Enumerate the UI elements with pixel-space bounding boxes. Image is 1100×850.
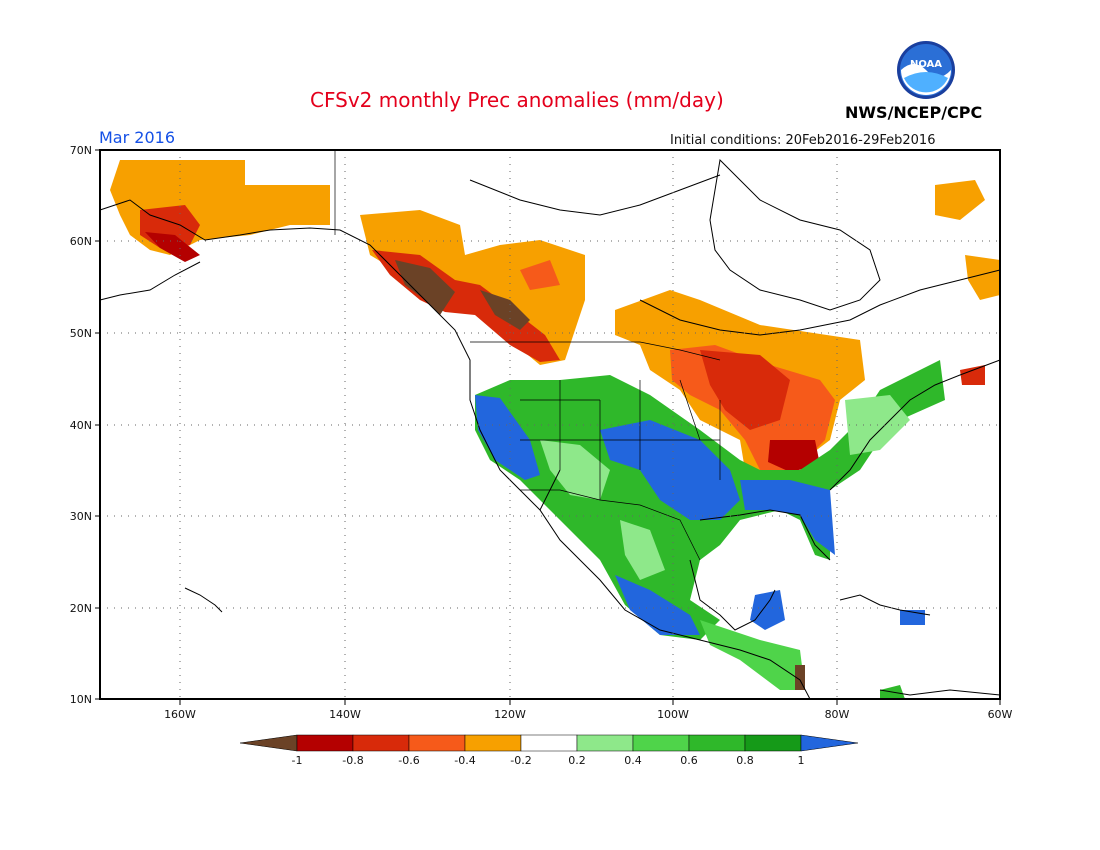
lat-label: 40N	[70, 419, 92, 432]
lon-label: 100W	[657, 708, 689, 721]
colorbar-box	[520, 734, 578, 752]
colorbar-box	[464, 734, 522, 752]
lon-label: 160W	[164, 708, 196, 721]
svg-text:NOAA: NOAA	[910, 59, 942, 70]
colorbar-arrow-low	[239, 734, 298, 752]
colorbar-label: 0.8	[736, 754, 754, 767]
noaa-logo-icon: NOAA	[897, 41, 955, 99]
lat-label: 60N	[70, 235, 92, 248]
colorbar-label: 0.2	[568, 754, 586, 767]
colorbar-box	[744, 734, 802, 752]
lat-label: 70N	[70, 144, 92, 157]
map-gridlines	[100, 150, 1000, 699]
colorbar-label: -0.6	[398, 754, 419, 767]
colorbar-label: -0.2	[510, 754, 531, 767]
axis-ticks	[95, 149, 1001, 705]
colorbar: -1 -0.8 -0.6 -0.4 -0.2 0.2 0.4 0.6 0.8 1	[239, 734, 859, 767]
colorbar-box	[296, 734, 354, 752]
forecast-month: Mar 2016	[99, 128, 175, 147]
organization-label: NWS/NCEP/CPC	[845, 103, 983, 122]
colorbar-arrow-high	[800, 734, 859, 752]
lon-label: 140W	[329, 708, 361, 721]
lat-label: 10N	[70, 693, 92, 706]
colorbar-box	[352, 734, 410, 752]
colorbar-label: -0.8	[342, 754, 363, 767]
colorbar-box	[576, 734, 634, 752]
colorbar-box	[688, 734, 746, 752]
colorbar-label: -0.4	[454, 754, 475, 767]
lat-label: 50N	[70, 327, 92, 340]
colorbar-label: -1	[292, 754, 303, 767]
colorbar-box	[632, 734, 690, 752]
lon-label: 80W	[825, 708, 850, 721]
colorbar-label: 1	[798, 754, 805, 767]
initial-conditions: Initial conditions: 20Feb2016-29Feb2016	[670, 133, 936, 148]
lat-label: 30N	[70, 510, 92, 523]
map-title: CFSv2 monthly Prec anomalies (mm/day)	[310, 88, 724, 112]
lon-label: 120W	[494, 708, 526, 721]
colorbar-label: 0.6	[680, 754, 698, 767]
lon-label: 60W	[988, 708, 1013, 721]
colorbar-box	[408, 734, 466, 752]
colorbar-label: 0.4	[624, 754, 642, 767]
lat-label: 20N	[70, 602, 92, 615]
